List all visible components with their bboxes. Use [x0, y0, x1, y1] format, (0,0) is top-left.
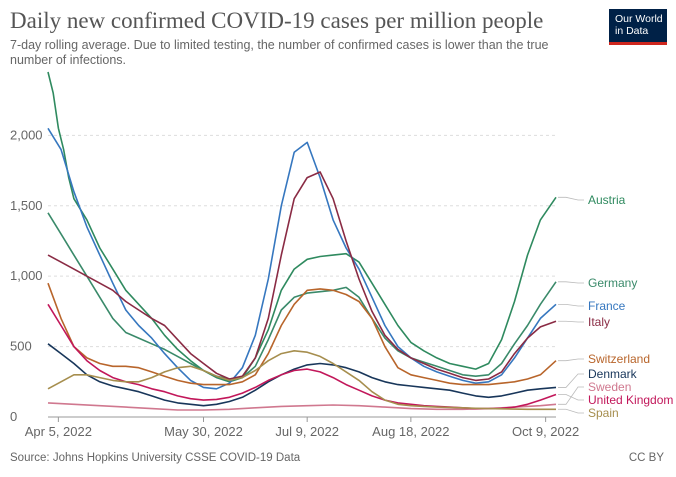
x-tick-label: May 30, 2022 — [164, 424, 243, 439]
logo-accent-bar — [609, 42, 667, 45]
x-tick-label: Aug 18, 2022 — [372, 424, 449, 439]
legend-connector — [558, 408, 584, 414]
series-lines — [47, 71, 557, 411]
grid-lines — [48, 134, 556, 418]
series-line-united-kingdom[interactable] — [47, 303, 557, 410]
y-tick-label: 1,500 — [10, 198, 43, 213]
legend-label-spain[interactable]: Spain — [588, 406, 619, 420]
x-tick-label: Oct 9, 2022 — [512, 424, 579, 439]
chart-title: Daily new confirmed COVID-19 cases per m… — [10, 8, 544, 33]
legend-label-france[interactable]: France — [588, 299, 626, 313]
chart-subtitle: 7-day rolling average. Due to limited te… — [10, 38, 549, 67]
series-line-austria[interactable] — [47, 71, 557, 383]
y-tick-label: 0 — [10, 409, 17, 424]
legend-label-united-kingdom[interactable]: United Kingdom — [588, 393, 673, 407]
legend-connector — [558, 394, 584, 401]
logo-line-2: in Data — [615, 25, 649, 37]
legend-connector — [558, 303, 584, 307]
legend-label-denmark[interactable]: Denmark — [588, 367, 638, 381]
series-line-france[interactable] — [47, 127, 557, 390]
legend-connector — [558, 386, 584, 405]
y-axis-labels: 0 500 1,000 1,500 2,000 — [10, 127, 43, 424]
x-tick-label: Jul 9, 2022 — [275, 424, 339, 439]
x-tick-label: Apr 5, 2022 — [25, 424, 92, 439]
legend-label-switzerland[interactable]: Switzerland — [588, 352, 650, 366]
legend-label-germany[interactable]: Germany — [588, 276, 637, 290]
legend-label-sweden[interactable]: Sweden — [588, 380, 631, 394]
logo-line-1: Our World — [615, 13, 663, 25]
legend-label-italy[interactable]: Italy — [588, 315, 610, 329]
legend-connector — [558, 281, 584, 284]
legend-connector — [558, 373, 584, 388]
license-link[interactable]: CC BY — [628, 452, 664, 464]
legend-connector — [558, 320, 584, 323]
y-tick-label: 1,000 — [10, 268, 43, 283]
legend-connector — [558, 358, 584, 362]
series-line-denmark[interactable] — [47, 343, 557, 407]
x-axis: Apr 5, 2022 May 30, 2022 Jul 9, 2022 Aug 18… — [25, 416, 579, 439]
y-tick-label: 2,000 — [10, 127, 43, 142]
series-line-spain[interactable] — [47, 349, 556, 411]
y-tick-label: 500 — [10, 339, 32, 354]
legend: Austria Germany France Italy SwitzerlandDenm… — [558, 193, 673, 420]
series-line-switzerland[interactable] — [47, 282, 557, 386]
series-line-italy[interactable] — [47, 171, 557, 382]
source-note: Source: Johns Hopkins University CSSE CO… — [10, 452, 301, 464]
series-line-germany[interactable] — [47, 212, 557, 380]
legend-connector — [558, 196, 584, 201]
legend-label-austria[interactable]: Austria — [588, 193, 626, 207]
owid-logo[interactable]: Our World in Data — [609, 9, 667, 45]
